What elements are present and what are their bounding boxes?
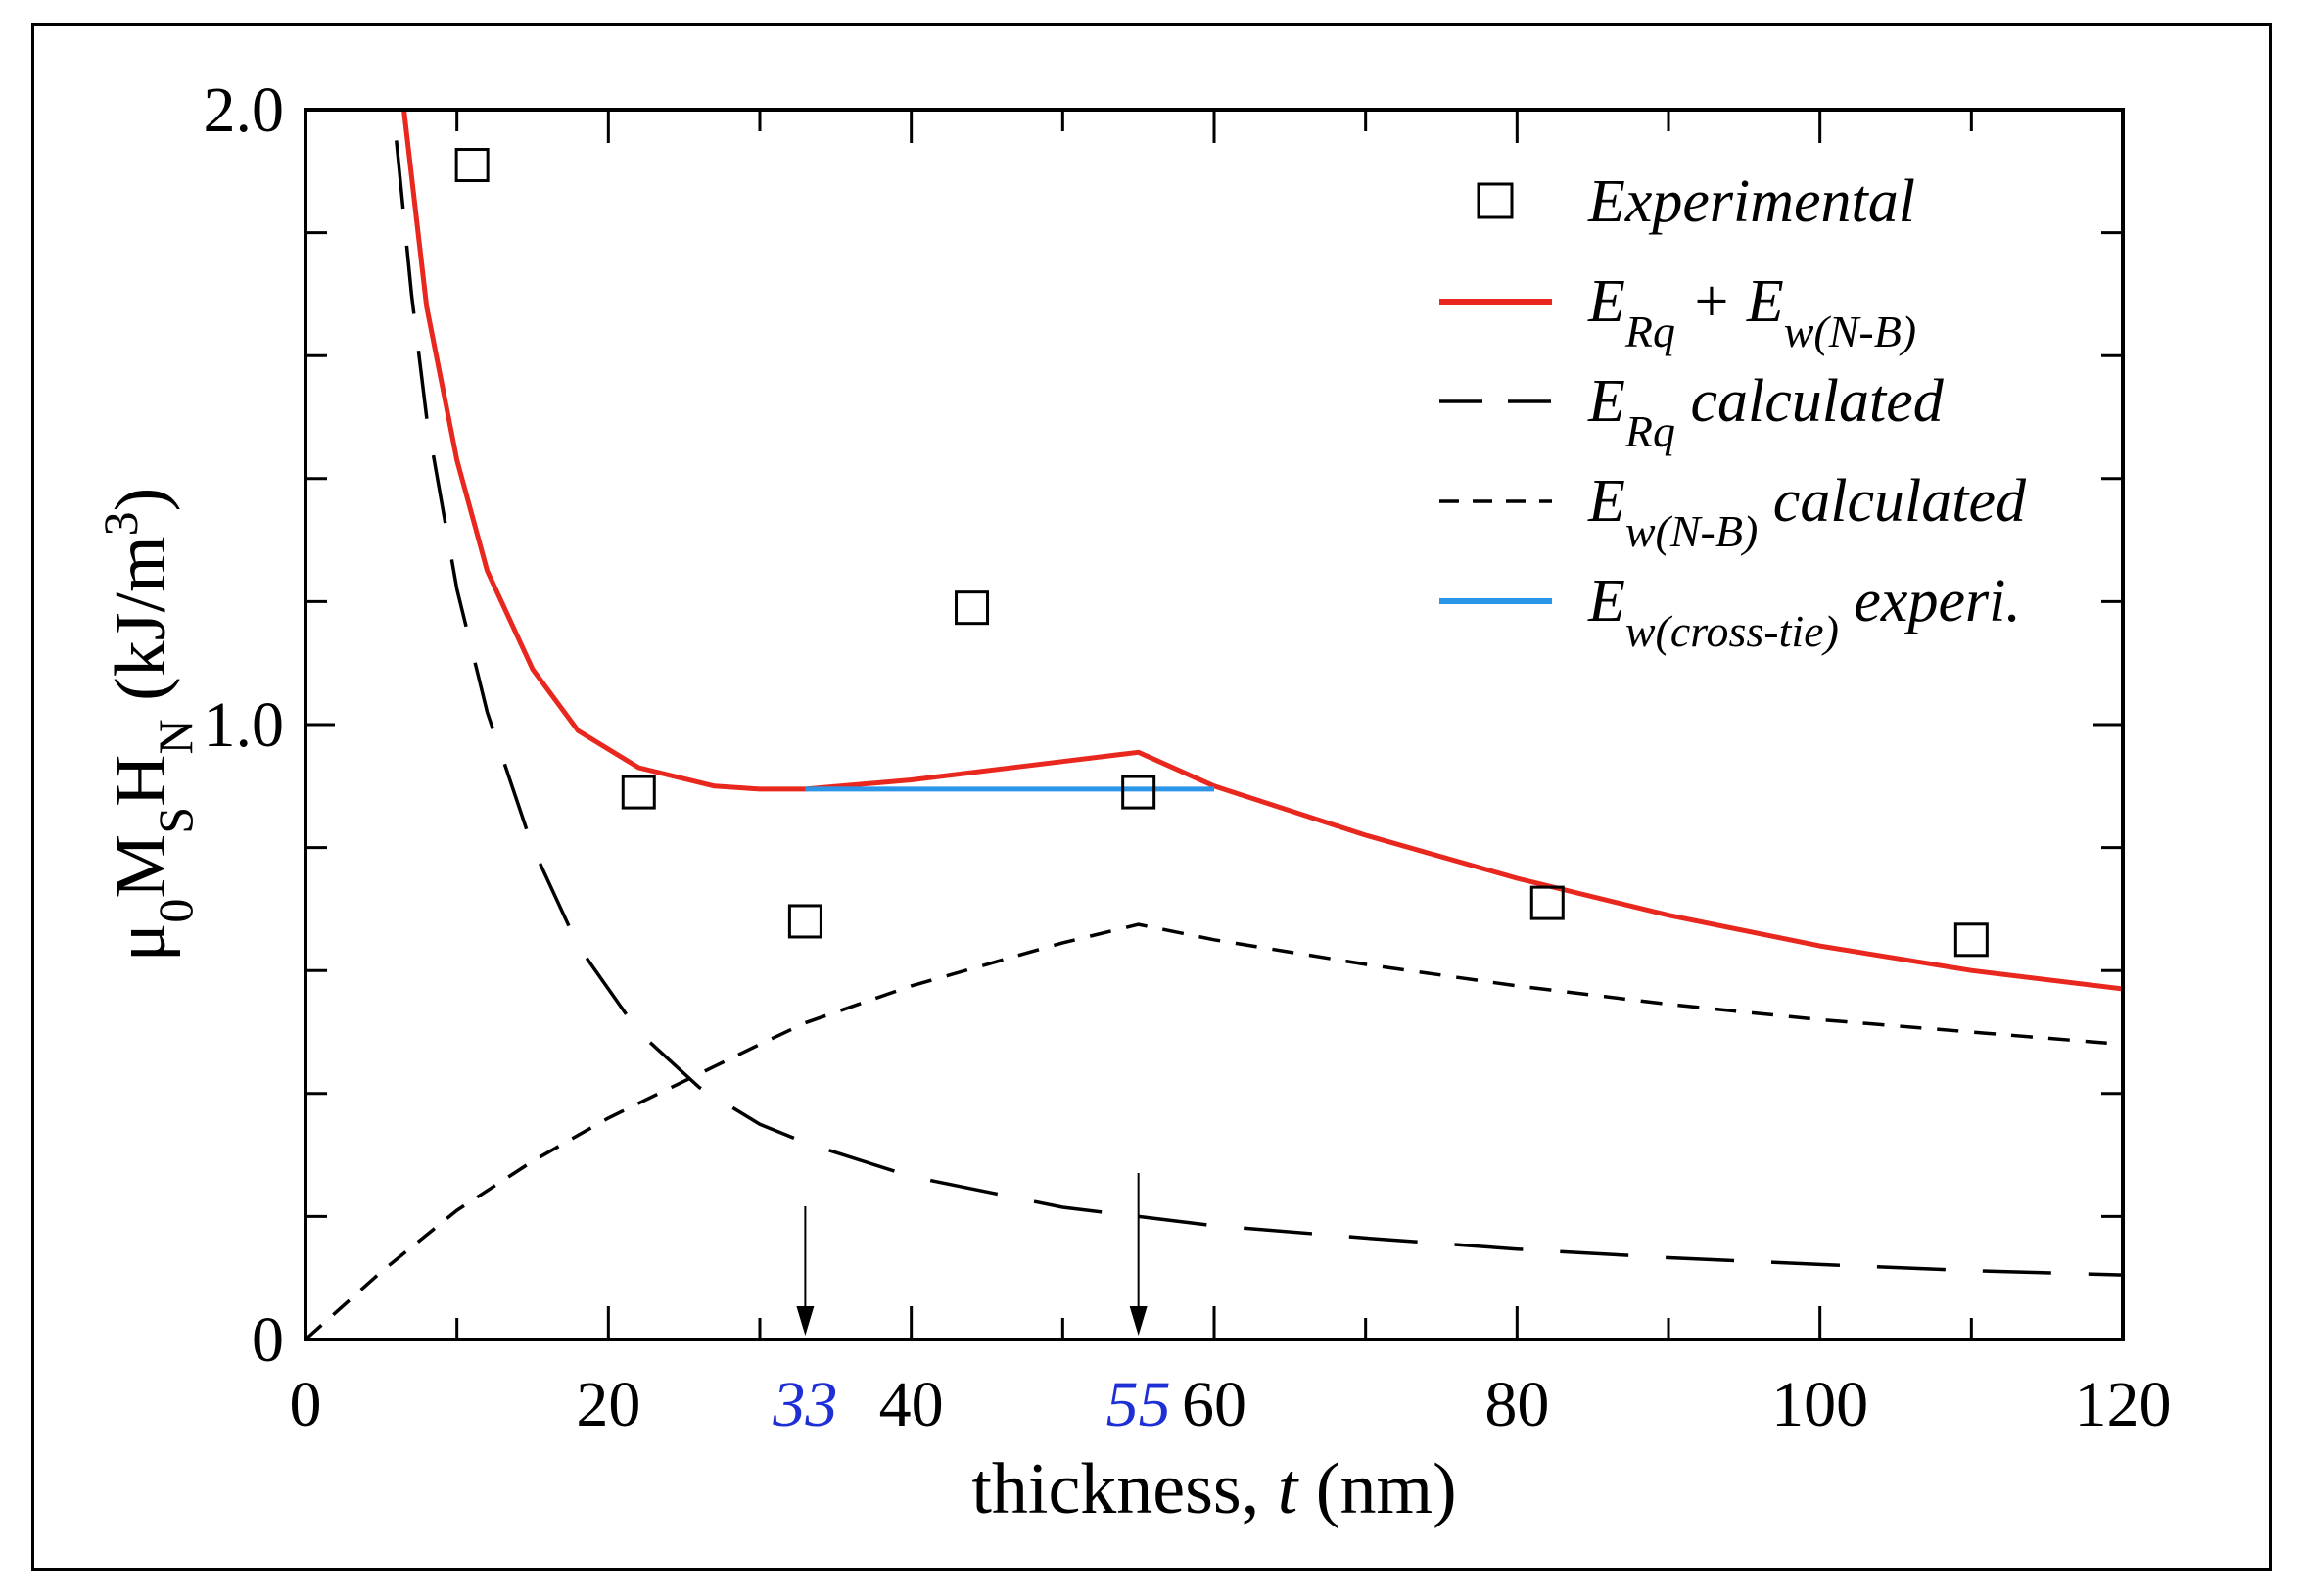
annotation-arrow-head — [1129, 1306, 1148, 1336]
legend-marker-square — [1477, 182, 1514, 219]
plot-area-border — [304, 108, 2125, 1341]
experimental-point — [955, 590, 990, 626]
x-special-tick-label: 55 — [1106, 1369, 1171, 1440]
legend-entry-label: ERq calculated — [1587, 368, 1945, 456]
x-axis-title-var: t — [1278, 1449, 1300, 1529]
legend-entry-label: ERq + Ew(N-B) — [1587, 268, 1916, 356]
experimental-markers — [454, 148, 1989, 958]
x-axis-title-text: thickness, — [971, 1449, 1259, 1529]
svg-text:μ0MSHN (kJ/m3): μ0MSHN (kJ/m3) — [93, 488, 203, 962]
figure-frame — [31, 23, 2272, 1571]
experimental-point — [787, 904, 822, 939]
experimental-point — [621, 775, 656, 810]
experimental-point — [454, 148, 490, 183]
annotation-arrow-head — [796, 1306, 815, 1336]
x-axis-title-unit: (nm) — [1316, 1449, 1457, 1529]
experimental-point — [1953, 922, 1989, 958]
x-tick-label: 120 — [2075, 1369, 2172, 1440]
axis-ticks: 0 20 40 60 80 100 120 33 55 0 1.0 2.0 — [204, 74, 2172, 1440]
y-tick-label: 1.0 — [204, 689, 285, 761]
y-tick-label: 0 — [252, 1304, 284, 1376]
series-line-long-dash — [395, 140, 2124, 1277]
legend-entry-label: Experimental — [1587, 168, 1915, 235]
annotation-arrows — [796, 1173, 1148, 1336]
legend-entry-label: Ew(N-B) calculated — [1587, 468, 2027, 556]
x-tick-label: 0 — [290, 1369, 322, 1440]
series-line-short-dash — [304, 922, 2124, 1341]
x-tick-label: 100 — [1771, 1369, 1868, 1440]
experimental-point — [1121, 775, 1156, 810]
x-tick-label: 80 — [1484, 1369, 1549, 1440]
legend-entry-label: Ew(cross-tie) experi. — [1587, 568, 2021, 656]
chart-curves — [304, 109, 2124, 1341]
experimental-point — [1529, 885, 1565, 920]
y-axis-title: μ0MSHN (kJ/m3) — [93, 488, 203, 962]
series-line-solid — [401, 109, 2124, 992]
legend: Experimental ERq + Ew(N-B) ERq calculated E… — [1439, 168, 2027, 656]
x-tick-label: 60 — [1182, 1369, 1246, 1440]
y-tick-label: 2.0 — [204, 74, 285, 146]
x-tick-label: 40 — [879, 1369, 944, 1440]
x-axis-title: thickness, t (nm) — [971, 1449, 1456, 1529]
x-special-tick-label: 33 — [772, 1369, 837, 1440]
x-tick-label: 20 — [576, 1369, 640, 1440]
